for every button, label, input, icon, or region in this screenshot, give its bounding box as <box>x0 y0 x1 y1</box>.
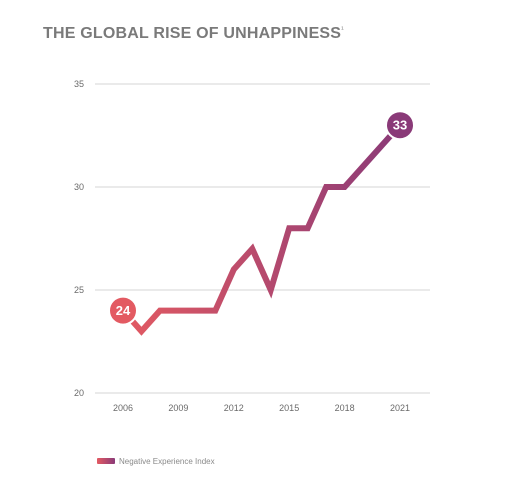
data-point-2015 <box>289 228 290 229</box>
chart-title-text: THE GLOBAL RISE OF UNHAPPINESS <box>43 25 342 42</box>
x-tick-label-2018: 2018 <box>335 403 355 413</box>
value-badge-label-2006: 24 <box>116 303 131 318</box>
title-footnote-mark: ¹ <box>341 26 344 34</box>
data-point-2016 <box>307 228 308 229</box>
chart-title: THE GLOBAL RISE OF UNHAPPINESS¹ <box>43 25 344 43</box>
data-point-2009 <box>178 310 179 311</box>
y-tick-label-20: 20 <box>74 388 84 398</box>
legend-label: Negative Experience Index <box>119 457 215 466</box>
grid-lines <box>95 83 430 394</box>
value-badge-label-2021: 33 <box>393 118 407 133</box>
y-tick-label-30: 30 <box>74 182 84 192</box>
data-points <box>123 125 401 332</box>
y-tick-label-25: 25 <box>74 285 84 295</box>
data-point-2012 <box>233 269 234 270</box>
data-point-2010 <box>196 310 197 311</box>
data-point-2011 <box>215 310 216 311</box>
x-tick-label-2015: 2015 <box>279 403 299 413</box>
data-point-2007 <box>141 331 142 332</box>
x-axis-ticks: 2006 2009 2012 2015 2018 2021 <box>113 403 410 413</box>
data-point-2008 <box>159 310 160 311</box>
data-point-2017 <box>326 187 327 188</box>
data-point-2020 <box>381 145 382 146</box>
data-point-2013 <box>252 248 253 249</box>
value-badge-2021 <box>385 110 415 141</box>
x-tick-label-2012: 2012 <box>224 403 244 413</box>
value-badge-2006 <box>108 295 138 326</box>
series-line-negative-experience-index <box>120 123 403 336</box>
data-point-2019 <box>363 166 364 167</box>
y-axis-ticks: 20 25 30 35 <box>74 79 84 398</box>
series-layer <box>120 123 403 336</box>
x-tick-label-2021: 2021 <box>390 403 410 413</box>
legend-swatch <box>97 458 115 464</box>
legend: Negative Experience Index <box>97 457 215 466</box>
x-tick-label-2006: 2006 <box>113 403 133 413</box>
data-point-2014 <box>270 290 271 291</box>
x-tick-label-2009: 2009 <box>168 403 188 413</box>
data-point-2018 <box>344 187 345 188</box>
y-tick-label-35: 35 <box>74 79 84 89</box>
value-badges: 24 33 <box>108 110 415 326</box>
